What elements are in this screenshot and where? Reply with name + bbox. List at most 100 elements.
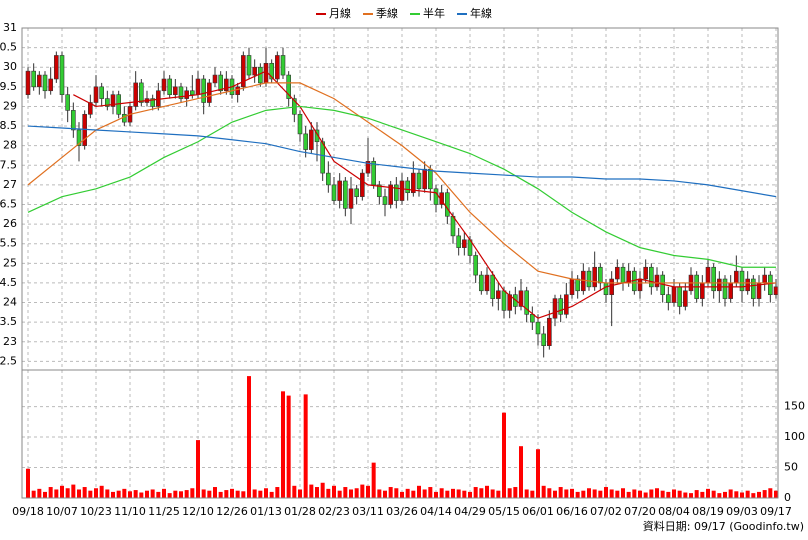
volume-bar [768, 488, 773, 498]
volume-bar [626, 491, 631, 498]
volume-bar [60, 485, 64, 498]
volume-bar [689, 493, 693, 498]
volume-bar [740, 492, 744, 498]
volume-bar [553, 490, 557, 498]
volume-bar [48, 487, 53, 498]
moving-average-line [27, 125, 777, 198]
y-tick-label: 3.5 [0, 315, 17, 328]
candle-body [649, 266, 654, 288]
candle-body [252, 66, 257, 76]
volume-bar [468, 491, 472, 498]
candle-body [167, 78, 172, 95]
volume-bar [139, 492, 144, 498]
volume-bar [213, 487, 217, 498]
volume-bar [309, 484, 314, 498]
volume-bar [728, 489, 733, 498]
volume-bar [592, 489, 597, 498]
volume-bar [405, 488, 410, 498]
candle-body [456, 235, 461, 248]
x-tick-label: 10/07 [46, 505, 78, 518]
y-tick-label: 8.5 [0, 119, 17, 132]
volume-bar [179, 491, 183, 498]
candle-body [462, 239, 467, 248]
volume-bar [677, 490, 682, 498]
candle-body [411, 172, 416, 194]
candle-body [99, 86, 104, 99]
volume-bar [490, 489, 495, 498]
volume-bar [502, 412, 506, 498]
candle-body [728, 282, 733, 299]
volume-bar [519, 446, 523, 498]
volume-bar [31, 490, 36, 498]
candle-body [42, 74, 48, 92]
volume-bar [94, 488, 98, 498]
volume-bar [156, 491, 161, 498]
candle-body [620, 266, 626, 284]
volume-bar [354, 488, 359, 498]
volume-bar [320, 482, 325, 498]
candle-body [320, 141, 325, 174]
candle-body [258, 66, 263, 84]
y-tick-label: 5.5 [0, 237, 17, 250]
candle-body [428, 168, 433, 190]
volume-bar [473, 487, 478, 498]
candle-body [569, 278, 575, 295]
candle-body [609, 278, 614, 295]
candle-body [161, 78, 167, 92]
volume-bar [298, 489, 302, 498]
candle-body [541, 333, 546, 346]
candle-body [224, 78, 229, 92]
volume-bar [706, 488, 710, 498]
candle-body [309, 129, 314, 150]
candle-body [603, 282, 609, 295]
candle-body [65, 94, 70, 111]
candle-body [76, 129, 82, 146]
volume-bar [111, 491, 115, 498]
footer: 資料日期: 09/17 (Goodinfo.tw) [643, 519, 804, 533]
volume-bar [451, 488, 455, 498]
x-tick-label: 09/17 [760, 505, 792, 518]
candle-body [433, 188, 439, 205]
candle-body [399, 180, 405, 201]
volume-bar [37, 488, 42, 498]
candle-body [739, 270, 745, 292]
volume-bar [524, 489, 529, 498]
candle-body [360, 172, 365, 197]
volume-bar [241, 491, 246, 498]
volume-bar [751, 493, 756, 498]
candle-body [734, 270, 739, 284]
candle-body [331, 184, 337, 201]
volume-panel [26, 376, 778, 498]
candle-body [768, 274, 773, 295]
candle-body [564, 294, 569, 315]
volume-bar [564, 489, 569, 498]
volume-bar [422, 489, 427, 498]
x-tick-label: 02/23 [318, 505, 350, 518]
y2-tick-label: 150 [784, 400, 805, 413]
candle-body [422, 168, 427, 190]
volume-bar [366, 485, 370, 498]
candle-body [547, 317, 552, 346]
candle-body [286, 74, 291, 99]
volume-bar [507, 488, 512, 498]
candle-body [178, 86, 184, 99]
candle-body [280, 55, 286, 76]
volume-bar [201, 489, 206, 498]
candle-body [637, 278, 643, 292]
volume-bar [428, 487, 433, 498]
y-tick-label: 0.5 [0, 41, 17, 54]
volume-bar [343, 487, 348, 498]
y-tick-label: 7.5 [0, 158, 17, 171]
volume-bar [337, 490, 342, 498]
x-tick-label: 04/29 [454, 505, 486, 518]
candle-body [643, 266, 648, 280]
volume-bar [167, 493, 172, 498]
x-tick-label: 03/11 [352, 505, 384, 518]
candle-body [377, 184, 382, 197]
volume-bar [269, 491, 274, 498]
candle-body [235, 86, 240, 95]
grid: 31 0.5 30 9.5 29 8.5 28 7.5 27 6.5 26 5.5 25 4.5 24 3.5… [0, 21, 805, 518]
candle-body [133, 82, 138, 107]
volume-bar [541, 485, 546, 498]
y2-tick-label: 100 [784, 430, 805, 443]
